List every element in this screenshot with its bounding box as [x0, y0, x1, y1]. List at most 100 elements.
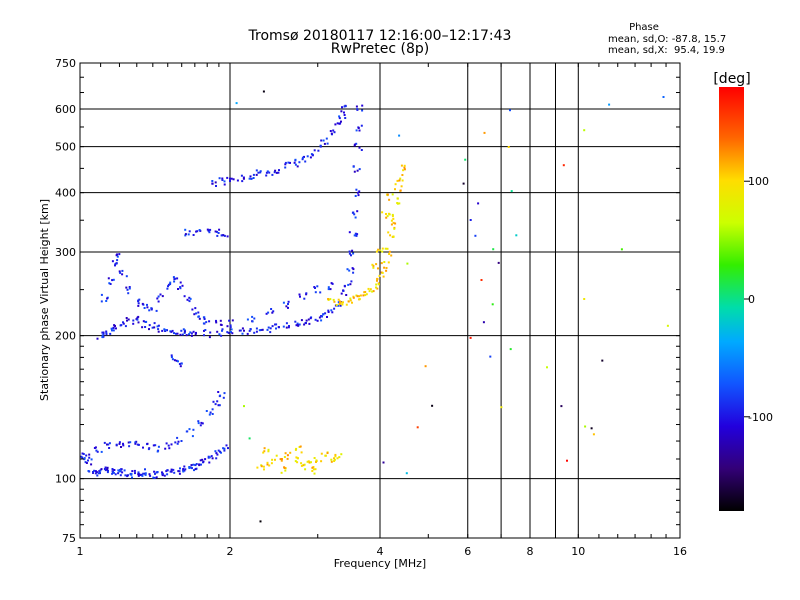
data-point — [115, 327, 117, 330]
data-point — [402, 169, 405, 172]
data-point — [169, 281, 172, 284]
data-point — [181, 333, 184, 336]
data-point — [166, 473, 169, 476]
data-point — [157, 295, 160, 298]
data-point — [274, 169, 277, 172]
data-point — [106, 297, 109, 300]
data-point — [262, 90, 265, 93]
data-point — [125, 317, 128, 319]
data-point — [401, 179, 404, 182]
data-point — [176, 332, 179, 335]
data-point — [126, 288, 129, 291]
data-point — [391, 213, 394, 216]
data-point — [229, 177, 231, 180]
data-point — [137, 321, 140, 324]
data-point — [218, 228, 221, 231]
data-point — [340, 301, 343, 304]
data-point — [510, 190, 513, 193]
data-point — [340, 120, 342, 123]
data-point — [258, 329, 261, 332]
data-point — [355, 234, 358, 237]
data-point — [192, 234, 195, 236]
data-point — [251, 320, 254, 323]
data-point — [592, 433, 595, 436]
data-point — [367, 287, 370, 290]
x-tick-label: 6 — [464, 545, 471, 558]
data-point — [157, 324, 160, 327]
data-point — [267, 311, 270, 314]
data-point — [185, 334, 188, 337]
data-point — [155, 476, 158, 479]
data-point — [375, 263, 378, 266]
data-point — [134, 442, 137, 445]
data-point — [220, 334, 223, 337]
data-point — [219, 394, 222, 397]
data-point — [107, 277, 110, 280]
data-point — [150, 307, 153, 310]
data-point — [96, 337, 99, 340]
data-point — [113, 469, 116, 471]
data-point — [177, 470, 180, 473]
data-point — [326, 316, 328, 318]
data-point — [198, 229, 201, 231]
data-point — [217, 232, 220, 234]
data-point — [141, 326, 144, 329]
data-point — [122, 444, 125, 447]
data-point — [117, 472, 120, 475]
data-point — [167, 283, 170, 286]
data-point — [308, 461, 311, 464]
data-point — [186, 298, 189, 301]
data-point — [184, 329, 186, 332]
data-point — [218, 333, 221, 336]
data-point — [225, 444, 228, 447]
data-point — [133, 469, 136, 472]
data-point — [320, 319, 323, 322]
data-point — [194, 333, 197, 336]
data-point — [489, 355, 492, 358]
data-point — [137, 471, 140, 474]
data-point — [293, 161, 296, 164]
data-point — [217, 404, 220, 407]
data-point — [253, 331, 256, 334]
data-point — [108, 282, 111, 285]
data-point — [137, 300, 140, 303]
data-point — [584, 425, 587, 428]
data-point — [171, 329, 174, 332]
data-point — [148, 473, 151, 476]
data-point — [348, 231, 351, 234]
data-point — [209, 411, 212, 414]
data-point — [223, 183, 226, 186]
data-point — [284, 469, 287, 472]
data-point — [236, 179, 239, 182]
data-point — [340, 110, 343, 113]
data-point — [163, 328, 166, 331]
data-point — [100, 300, 103, 303]
data-point — [116, 259, 119, 262]
data-point — [348, 252, 351, 255]
data-point — [208, 461, 211, 464]
data-point — [167, 285, 169, 288]
data-point — [371, 290, 374, 293]
data-point — [144, 473, 147, 476]
data-point — [196, 230, 199, 233]
data-point — [560, 405, 563, 408]
data-point — [351, 267, 354, 270]
data-point — [339, 300, 341, 303]
data-point — [77, 452, 79, 454]
data-point — [311, 470, 314, 472]
data-point — [208, 456, 211, 459]
data-point — [209, 228, 212, 231]
data-point — [269, 331, 272, 334]
data-point — [180, 329, 183, 332]
data-point — [482, 321, 485, 324]
data-point — [330, 458, 333, 461]
phase-stats-title: Phase — [629, 22, 659, 33]
data-point — [283, 466, 286, 469]
data-point — [211, 408, 214, 411]
data-point — [226, 325, 229, 328]
data-point — [314, 291, 317, 294]
data-point — [107, 443, 110, 446]
data-point — [260, 329, 263, 331]
data-point — [82, 453, 85, 455]
data-point — [392, 217, 395, 220]
